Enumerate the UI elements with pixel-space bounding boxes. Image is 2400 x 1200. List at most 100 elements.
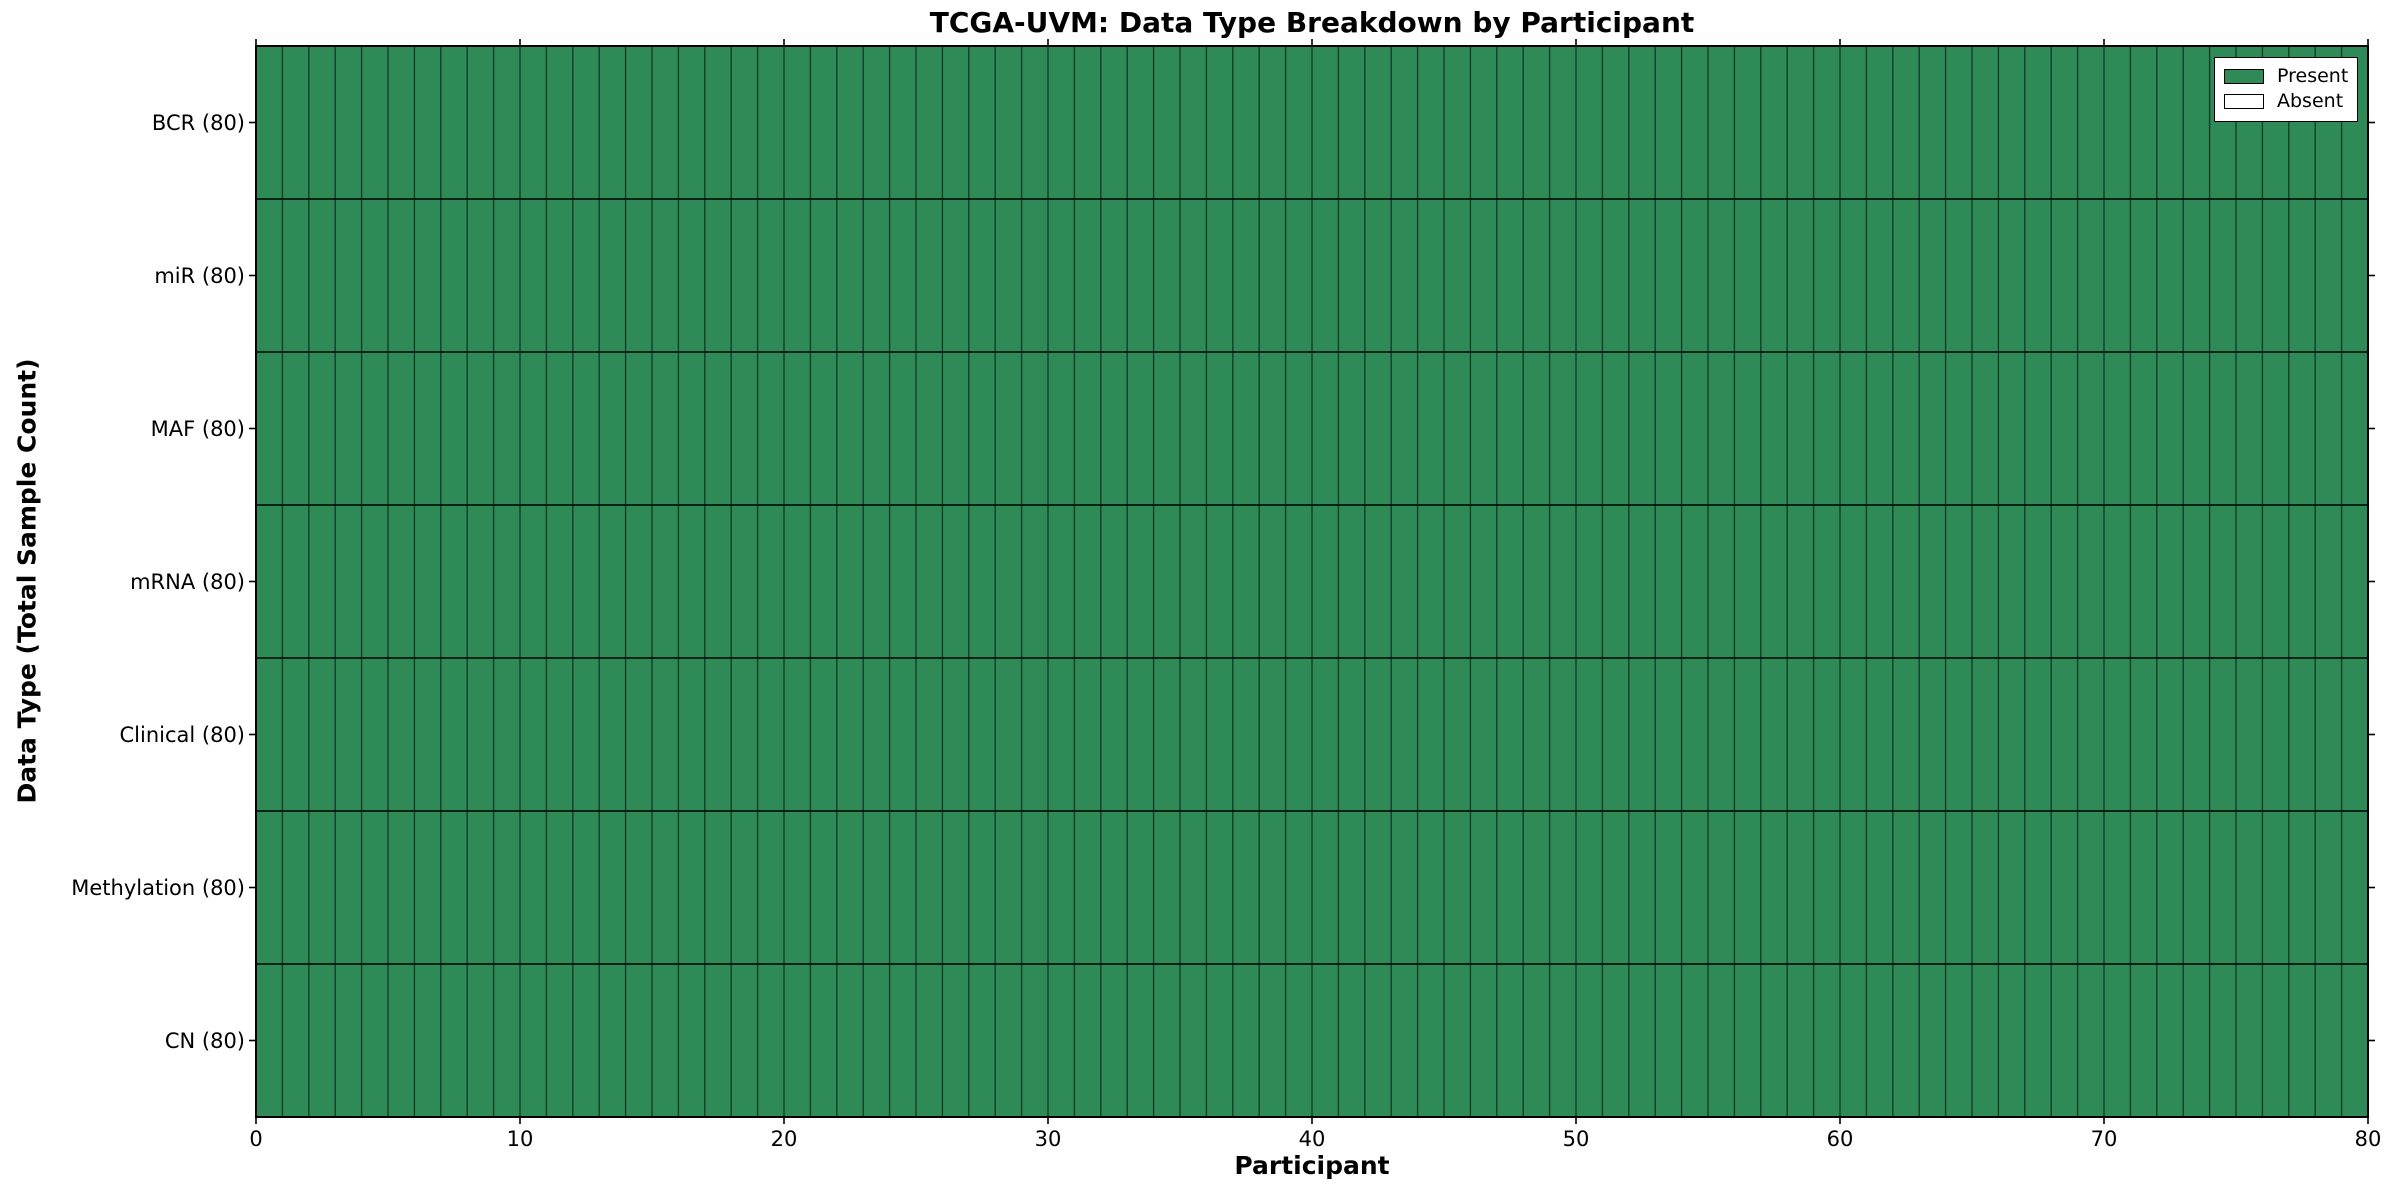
heatmap-cell (1628, 964, 1656, 1117)
heatmap-cell (968, 46, 996, 199)
heatmap-cell (757, 811, 784, 964)
heatmap-cell (1998, 199, 2025, 352)
heatmap-cell (2130, 964, 2157, 1117)
heatmap-cell (2051, 658, 2078, 811)
heatmap-cell (2288, 505, 2316, 658)
heatmap-cell (520, 658, 547, 811)
heatmap-cell (1074, 505, 1101, 658)
heatmap-cell (1655, 811, 1682, 964)
heatmap-cell (916, 352, 943, 505)
heatmap-cell (625, 964, 652, 1117)
heatmap-cell (1681, 352, 1708, 505)
heatmap-cell (2341, 811, 2368, 964)
heatmap-cell (1312, 811, 1339, 964)
heatmap-cell (1470, 352, 1497, 505)
heatmap-cell (1470, 199, 1497, 352)
heatmap-cell (1655, 352, 1682, 505)
heatmap-cell (1576, 811, 1603, 964)
heatmap-cell (1681, 658, 1708, 811)
heatmap-cell (1866, 199, 1893, 352)
heatmap-cell (704, 811, 732, 964)
heatmap-cell (1470, 46, 1497, 199)
heatmap-cell (625, 46, 652, 199)
heatmap-cell (2262, 199, 2289, 352)
heatmap-cell (1523, 964, 1550, 1117)
heatmap-cell (2130, 46, 2157, 199)
heatmap-cell (388, 811, 415, 964)
heatmap-cell (1787, 199, 1814, 352)
heatmap-cell (1734, 199, 1761, 352)
x-tick-label: 60 (1827, 1127, 1854, 1151)
heatmap-cell (2024, 964, 2052, 1117)
heatmap-cell (1127, 46, 1154, 199)
heatmap-cell (2183, 505, 2210, 658)
heatmap-cell (1972, 352, 1999, 505)
legend-entry-absent: Absent (2224, 89, 2348, 114)
heatmap-cell (1232, 658, 1260, 811)
heatmap-cell (1813, 964, 1840, 1117)
heatmap-cell (1972, 199, 1999, 352)
heatmap-cell (1840, 352, 1867, 505)
heatmap-cell (2051, 199, 2078, 352)
heatmap-cell (1444, 658, 1471, 811)
heatmap-cell (2051, 46, 2078, 199)
heatmap-cell (1338, 811, 1365, 964)
heatmap-cell (1760, 964, 1788, 1117)
heatmap-cell (1021, 811, 1048, 964)
y-axis-label: Data Type (Total Sample Count) (12, 358, 42, 804)
y-tick-label: Clinical (80) (119, 723, 245, 747)
heatmap-cell (1364, 658, 1392, 811)
heatmap-cell (652, 46, 679, 199)
heatmap-cell (1655, 964, 1682, 1117)
heatmap-cell (1708, 505, 1735, 658)
heatmap-cell (1892, 352, 1920, 505)
heatmap-cell (282, 964, 309, 1117)
heatmap-cell (678, 964, 705, 1117)
heatmap-cell (1760, 46, 1788, 199)
heatmap-cell (1813, 658, 1840, 811)
heatmap-cell (1496, 964, 1524, 1117)
heatmap-cell (916, 46, 943, 199)
heatmap-cell (467, 811, 494, 964)
heatmap-cell (440, 352, 468, 505)
heatmap-cell (1470, 811, 1497, 964)
heatmap-cell (2156, 505, 2184, 658)
heatmap-cell (1787, 964, 1814, 1117)
heatmap-cell (2104, 505, 2131, 658)
heatmap-cell (731, 658, 758, 811)
heatmap-cell (520, 964, 547, 1117)
heatmap-cell (361, 352, 388, 505)
heatmap-cell (1444, 352, 1471, 505)
heatmap-cell (308, 811, 336, 964)
heatmap-cell (2130, 658, 2157, 811)
heatmap-cell (1259, 505, 1286, 658)
heatmap-cell (493, 964, 520, 1117)
x-tick-label: 50 (1563, 1127, 1590, 1151)
heatmap-cell (335, 811, 362, 964)
heatmap-cell (1338, 46, 1365, 199)
heatmap-cell (599, 658, 626, 811)
heatmap-cell (1523, 46, 1550, 199)
heatmap-cell (1866, 811, 1893, 964)
heatmap-cell (784, 505, 811, 658)
heatmap-cell (1153, 199, 1180, 352)
heatmap-cell (572, 505, 600, 658)
heatmap-cell (546, 352, 573, 505)
heatmap-cell (1391, 658, 1418, 811)
heatmap-cell (1681, 964, 1708, 1117)
heatmap-cell (1285, 964, 1312, 1117)
heatmap-cell (995, 46, 1022, 199)
heatmap-cell (1259, 811, 1286, 964)
heatmap-cell (784, 964, 811, 1117)
heatmap-cell (836, 352, 864, 505)
heatmap-cell (704, 199, 732, 352)
heatmap-cell (1048, 964, 1075, 1117)
heatmap-cell (282, 505, 309, 658)
heatmap-cell (414, 352, 441, 505)
heatmap-cell (1628, 199, 1656, 352)
heatmap-cell (1285, 352, 1312, 505)
heatmap-cell (995, 964, 1022, 1117)
heatmap-cell (678, 46, 705, 199)
heatmap-cell (2024, 199, 2052, 352)
x-tick-label: 40 (1299, 1127, 1326, 1151)
